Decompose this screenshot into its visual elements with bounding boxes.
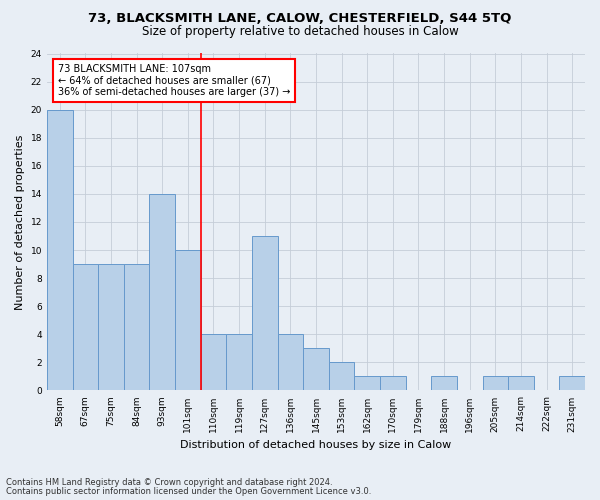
Bar <box>278 334 303 390</box>
Bar <box>508 376 534 390</box>
Bar <box>149 194 175 390</box>
Text: 73, BLACKSMITH LANE, CALOW, CHESTERFIELD, S44 5TQ: 73, BLACKSMITH LANE, CALOW, CHESTERFIELD… <box>88 12 512 26</box>
Text: Contains HM Land Registry data © Crown copyright and database right 2024.: Contains HM Land Registry data © Crown c… <box>6 478 332 487</box>
Bar <box>175 250 200 390</box>
Bar <box>380 376 406 390</box>
Bar <box>73 264 98 390</box>
Bar <box>482 376 508 390</box>
Text: 73 BLACKSMITH LANE: 107sqm
← 64% of detached houses are smaller (67)
36% of semi: 73 BLACKSMITH LANE: 107sqm ← 64% of deta… <box>58 64 290 97</box>
Bar <box>47 110 73 390</box>
Text: Size of property relative to detached houses in Calow: Size of property relative to detached ho… <box>142 25 458 38</box>
Bar <box>559 376 585 390</box>
Text: Contains public sector information licensed under the Open Government Licence v3: Contains public sector information licen… <box>6 487 371 496</box>
Y-axis label: Number of detached properties: Number of detached properties <box>15 134 25 310</box>
Bar <box>98 264 124 390</box>
Bar <box>226 334 252 390</box>
Bar <box>431 376 457 390</box>
Bar <box>200 334 226 390</box>
X-axis label: Distribution of detached houses by size in Calow: Distribution of detached houses by size … <box>181 440 452 450</box>
Bar <box>124 264 149 390</box>
Bar <box>303 348 329 391</box>
Bar <box>355 376 380 390</box>
Bar <box>252 236 278 390</box>
Bar <box>329 362 355 390</box>
